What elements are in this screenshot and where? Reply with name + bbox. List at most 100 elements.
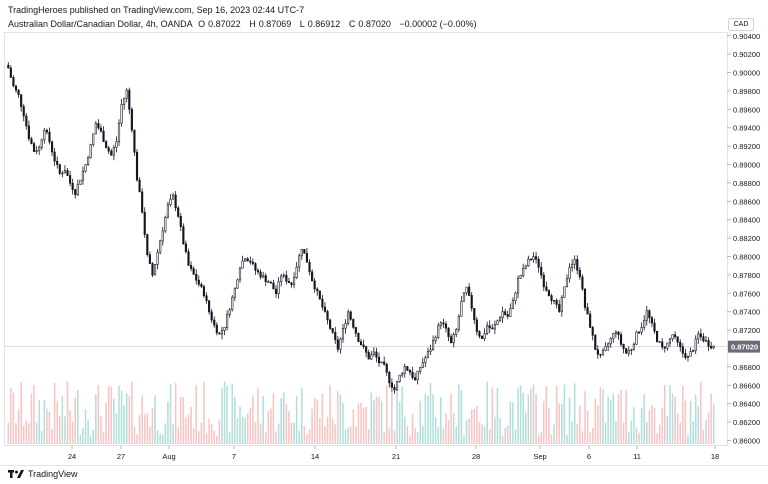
volume-bar — [357, 403, 360, 444]
volume-bar — [599, 386, 602, 444]
volume-bar — [198, 431, 200, 444]
candle-body — [460, 300, 463, 317]
volume-bar — [200, 422, 203, 444]
price-tick-label: 0.86400 — [733, 400, 760, 409]
candle-body — [645, 310, 648, 321]
candle-body — [594, 334, 597, 350]
candle-body — [246, 258, 249, 262]
candle-body — [76, 184, 79, 196]
price-tick-label: 0.89000 — [733, 161, 760, 170]
volume-bar — [210, 424, 213, 444]
price-tick-label: 0.87600 — [733, 289, 760, 298]
volume-bar — [213, 430, 216, 444]
candle-body — [169, 198, 172, 205]
candle-body — [362, 344, 365, 347]
candle-body — [377, 356, 381, 364]
volume-bar — [115, 413, 118, 444]
volume-bar — [689, 400, 692, 444]
volume-bar — [445, 412, 447, 444]
volume-bar — [524, 412, 527, 444]
volume-bar — [102, 432, 105, 444]
candle-body — [421, 362, 424, 368]
candle-body — [380, 361, 383, 364]
tradingview-logo-icon — [8, 470, 24, 478]
brand-name[interactable]: TradingView — [28, 469, 78, 479]
candle-body — [514, 292, 517, 301]
volume-bar — [566, 435, 568, 444]
volume-bar — [362, 408, 365, 444]
volume-bar — [324, 426, 326, 444]
candle-body — [553, 300, 556, 302]
candle-body — [498, 317, 502, 322]
volume-bar — [293, 422, 295, 444]
volume-bar — [10, 387, 12, 444]
volume-bar — [290, 422, 293, 444]
candle-body — [668, 338, 672, 344]
volume-bar — [285, 403, 288, 444]
volume-bar — [257, 388, 259, 444]
chart-pane[interactable] — [4, 32, 727, 446]
volume-bar — [367, 429, 370, 444]
candle-body — [241, 260, 244, 269]
candle-body — [370, 354, 373, 360]
price-tick-label: 0.89800 — [733, 87, 760, 96]
volume-bar — [437, 427, 440, 444]
candle-body — [274, 288, 278, 295]
candle-body — [25, 115, 28, 127]
candle-body — [413, 377, 417, 381]
price-scale[interactable] — [727, 32, 768, 446]
candle-body — [635, 331, 638, 345]
volume-bar — [159, 434, 161, 444]
volume-bar — [705, 419, 707, 444]
volume-bar — [177, 427, 179, 444]
volume-bar — [648, 410, 651, 444]
time-tick-label: Sep — [533, 452, 546, 461]
volume-bar — [573, 383, 576, 444]
candle-body — [547, 290, 551, 296]
volume-bar — [447, 419, 450, 444]
close-label: C — [348, 19, 356, 29]
volume-bar — [383, 432, 385, 444]
volume-bar — [136, 434, 138, 444]
volume-bar — [203, 382, 205, 444]
candle-body — [504, 311, 507, 315]
candle-body — [385, 363, 388, 373]
currency-badge[interactable]: CAD — [728, 18, 754, 31]
candle-body — [365, 346, 368, 353]
candle-body — [609, 338, 612, 345]
candle-body — [534, 256, 538, 260]
candle-body — [87, 157, 90, 165]
candle-body — [586, 307, 589, 315]
volume-bar — [666, 415, 669, 444]
price-tick-label: 0.88200 — [733, 234, 760, 243]
candle-body — [40, 139, 43, 148]
volume-bar — [360, 402, 362, 444]
volume-bar — [483, 426, 486, 444]
volume-bar — [355, 426, 357, 444]
candle-body — [7, 64, 10, 69]
candle-body — [439, 322, 442, 327]
volume-bar — [30, 393, 33, 444]
candle-body — [707, 340, 710, 347]
price-tick-label: 0.89600 — [733, 105, 760, 114]
candle-body — [617, 331, 620, 336]
candle-body — [89, 144, 92, 159]
symbol-name[interactable]: Australian Dollar/Canadian Dollar, 4h, O… — [8, 19, 193, 29]
candle-body — [596, 349, 599, 355]
candle-body — [200, 284, 203, 287]
candle-body — [48, 131, 51, 143]
candle-body — [686, 356, 690, 358]
candle-body — [66, 170, 69, 176]
price-tick-label: 0.90000 — [733, 69, 760, 78]
price-tick-label: 0.86200 — [733, 418, 760, 427]
time-tick-label: Aug — [162, 452, 175, 461]
volume-bar — [385, 385, 388, 444]
volume-bar — [77, 390, 79, 444]
volume-bar — [393, 430, 396, 444]
candle-body — [341, 327, 345, 340]
candle-body — [395, 381, 399, 391]
volume-bar — [344, 429, 347, 444]
candlestick-chart[interactable]: 0.90400 0.90200 0.90000 0.89800 0.89600 0.894… — [0, 0, 768, 465]
volume-bar — [352, 409, 355, 444]
volume-bar — [506, 425, 509, 444]
